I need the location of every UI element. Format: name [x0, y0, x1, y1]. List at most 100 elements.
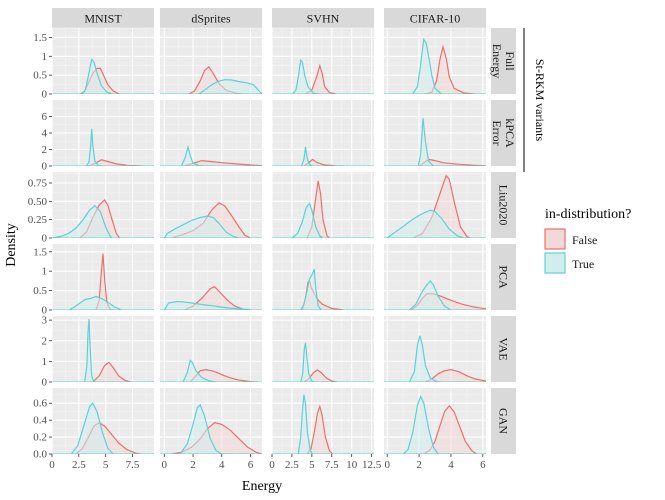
- x-tick-label: 0: [162, 459, 168, 471]
- x-tick-label: 5: [309, 459, 315, 471]
- facet-panel: [160, 27, 262, 95]
- facet-panel: [271, 388, 374, 455]
- density-line-true: [163, 215, 240, 238]
- density-line-true: [402, 394, 439, 454]
- facet-panel: [384, 100, 486, 167]
- x-tick-label: 2.5: [72, 459, 86, 471]
- y-tick-label: 2: [42, 335, 48, 347]
- density-area-true: [164, 216, 239, 238]
- y-axis-title: Density: [4, 223, 19, 267]
- series-group: [52, 57, 154, 94]
- series-group: [52, 319, 154, 382]
- row-strip-label: PCA: [497, 265, 511, 289]
- row-strip-label-group: GAN: [497, 408, 511, 434]
- row-strip-label: VAE: [497, 337, 511, 360]
- y-tick-label: 1.5: [33, 246, 47, 258]
- column-strip-label: dSprites: [191, 12, 231, 26]
- x-tick-label: 5: [103, 459, 109, 471]
- series-group: [272, 58, 374, 94]
- y-tick-label: 0: [42, 233, 48, 245]
- row-strip: [491, 316, 516, 382]
- x-tick-label: 4: [219, 459, 225, 471]
- facet-panel: [51, 316, 154, 383]
- density-area-true: [409, 280, 451, 310]
- x-tick-label: 6: [248, 459, 254, 471]
- density-line-false: [423, 404, 477, 454]
- panel-background: [272, 244, 374, 310]
- facet-panel: [51, 244, 154, 311]
- density-line-true: [300, 268, 322, 310]
- facet-panel: [160, 100, 262, 167]
- legend: in-distribution? False True: [544, 207, 631, 274]
- density-area-true: [403, 396, 439, 454]
- facet-panel: [271, 100, 374, 167]
- series-group: [384, 37, 486, 94]
- y-tick-label: 0.5: [33, 70, 47, 82]
- row-strip-label-group: PCA: [497, 265, 511, 289]
- legend-label-true: True: [572, 257, 594, 271]
- facet-panel: [51, 172, 154, 239]
- density-area-true: [69, 296, 122, 310]
- row-strip-label-group: VAE: [497, 337, 511, 360]
- density-area-true: [183, 360, 216, 382]
- row-strip-label: kPCA: [503, 118, 517, 148]
- facet-panel: [51, 27, 154, 95]
- y-tick-label: 0: [42, 161, 48, 173]
- facet-panel: [384, 388, 486, 455]
- row-strip-label: Liu2020: [497, 185, 511, 226]
- density-line-true: [52, 204, 113, 238]
- row-strip: [491, 172, 516, 238]
- y-tick-label: 0.4: [33, 415, 47, 427]
- density-line-true: [409, 279, 452, 310]
- series-group: [160, 202, 262, 238]
- legend-title: in-distribution?: [545, 207, 631, 222]
- density-area-false: [92, 362, 131, 382]
- y-tick-label: 0.75: [28, 178, 48, 190]
- legend-key-false-box: [544, 228, 566, 250]
- legend-key-true-box: [544, 252, 566, 274]
- density-line-true: [408, 335, 442, 382]
- series-group: [384, 118, 486, 166]
- density-line-true: [297, 394, 314, 454]
- density-line-false: [184, 159, 262, 166]
- x-tick-label: 4: [448, 459, 454, 471]
- density-line-true: [81, 57, 113, 94]
- y-tick-label: 0.5: [33, 285, 47, 297]
- y-tick-label: 0.2: [33, 432, 47, 444]
- density-line-false: [306, 404, 334, 454]
- density-line-true: [182, 359, 217, 382]
- y-tick-label: 0: [42, 377, 48, 389]
- series-group: [272, 146, 374, 166]
- density-area-true: [300, 269, 322, 310]
- y-tick-label: 1: [42, 266, 48, 278]
- density-area-true: [86, 128, 102, 166]
- series-group: [272, 394, 374, 454]
- x-tick-label: 0: [384, 459, 390, 471]
- y-tick-label: 1: [42, 51, 48, 63]
- y-tick-label: 2: [42, 144, 48, 156]
- density-area-false: [88, 159, 144, 166]
- series-group: [52, 198, 154, 238]
- density-line-true: [412, 37, 442, 94]
- facet-panel: [271, 244, 374, 311]
- density-area-false: [423, 405, 477, 454]
- facet-panel: [384, 316, 486, 383]
- series-group: [384, 394, 486, 454]
- density-line-false: [305, 63, 336, 94]
- density-area-true: [387, 210, 464, 238]
- column-strip: [272, 8, 374, 28]
- series-group: [272, 180, 374, 238]
- series-group: [160, 144, 262, 166]
- y-tick-label: 6: [42, 111, 48, 123]
- group-label: St-RKM variants: [533, 59, 547, 142]
- facet-panel: [160, 172, 262, 239]
- density-line-true: [386, 209, 464, 238]
- column-strip: [52, 8, 154, 28]
- density-line-true: [198, 79, 262, 94]
- series-group: [272, 342, 374, 382]
- row-strip-label: Energy: [490, 44, 504, 78]
- density-line-true: [179, 403, 223, 454]
- x-tick-label: 2: [416, 459, 422, 471]
